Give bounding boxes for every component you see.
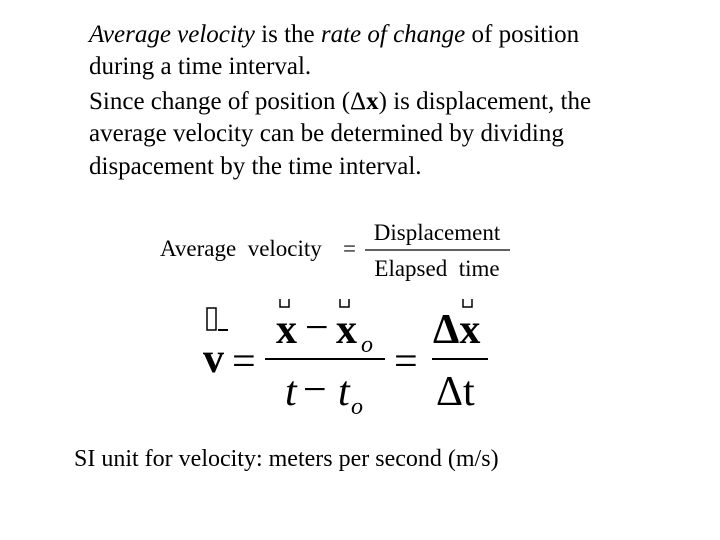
eq2-den-2: Δt: [436, 369, 475, 415]
eq2-num-x: x: [276, 307, 297, 353]
eq2-num-sub: o: [361, 332, 373, 358]
eq2-num-x0: x: [336, 307, 357, 353]
text-run: Average velocity: [89, 21, 255, 48]
vector-glyph: [279, 299, 473, 308]
footer: SI unit for velocity: meters per second …: [74, 446, 499, 472]
text-line: average velocity can be determined by di…: [89, 119, 564, 149]
vector-glyph: [206, 307, 217, 331]
eq2-den-t0: t: [338, 369, 351, 415]
text-run: x: [366, 88, 379, 115]
eq1-denominator: Elapsed time: [374, 256, 499, 281]
eq2-num-minus: −: [305, 305, 329, 351]
eq2-den-minus: −: [303, 367, 327, 413]
text-run: Since change of position (Δ: [89, 88, 367, 115]
text-run: during a time interval.: [89, 53, 312, 80]
eq2-equals: =: [394, 339, 418, 385]
equation-1: Average velocity = Displacement Elapsed …: [160, 220, 510, 281]
text-run: ) is displacement, the: [378, 88, 592, 115]
eq1-equals: =: [343, 236, 356, 261]
text-line: Since change of position (Δx) is displac…: [89, 87, 591, 117]
text-line: dispacement by the time interval.: [89, 152, 422, 182]
text-line: Average velocity is the rate of change o…: [89, 20, 579, 50]
eq2-num-2: Δx: [433, 307, 480, 353]
text-run: rate of change: [320, 21, 466, 48]
text-run: average velocity can be determined by di…: [89, 120, 564, 147]
eq2-equals: =: [232, 339, 256, 385]
text-run: of position: [465, 21, 580, 48]
text-run: is the: [254, 21, 321, 48]
eq1-lhs: Average velocity: [160, 236, 322, 261]
eq2-lhs: v: [203, 336, 224, 382]
equation-2: v = x − x o t − t o = Δx Δt: [203, 299, 488, 420]
text-run: dispacement by the time interval.: [89, 153, 422, 180]
eq2-den-t: t: [285, 369, 298, 415]
eq2-den-sub: o: [351, 394, 363, 420]
eq1-numerator: Displacement: [374, 220, 501, 245]
text-line: during a time interval.: [89, 52, 311, 82]
